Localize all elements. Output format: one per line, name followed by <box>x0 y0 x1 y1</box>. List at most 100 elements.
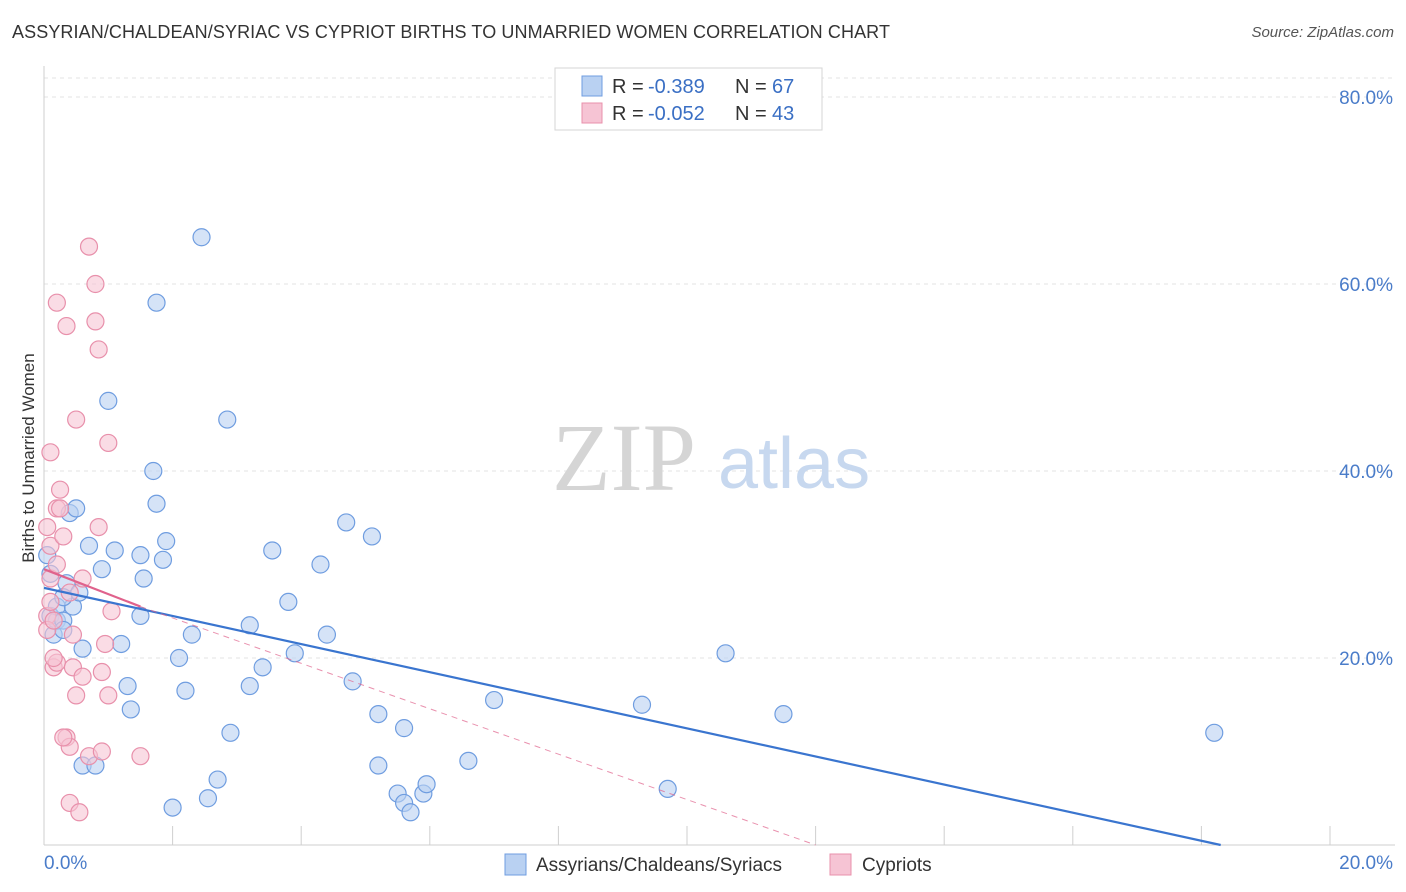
point-assyrian-24 <box>134 569 153 588</box>
point-assyrian-18 <box>105 541 124 560</box>
legend-r-value-1: -0.389 <box>648 76 705 98</box>
point-cypriot-11 <box>50 480 70 499</box>
point-assyrian-53 <box>394 719 414 738</box>
series-legend-label-pink: Cypriots <box>862 855 932 876</box>
legend-r-value-2: -0.052 <box>648 103 705 125</box>
point-assyrian-57 <box>417 775 436 794</box>
point-cypriot-24 <box>73 667 92 686</box>
legend-n-value-1: 67 <box>772 76 794 98</box>
point-cypriot-0 <box>38 517 57 537</box>
y-tick-label-80: 80.0% <box>1339 88 1393 109</box>
point-assyrian-59 <box>485 690 504 710</box>
legend-n-value-2: 43 <box>772 103 794 125</box>
point-cypriot-21 <box>67 410 86 429</box>
grid-layer <box>44 77 1395 659</box>
point-assyrian-38 <box>221 723 240 742</box>
point-assyrian-49 <box>362 527 382 546</box>
point-cypriot-30 <box>89 517 108 537</box>
point-cypriot-3 <box>41 443 60 462</box>
point-assyrian-62 <box>716 644 735 663</box>
point-assyrian-39 <box>240 676 259 696</box>
point-cypriot-27 <box>86 274 105 294</box>
point-assyrian-55 <box>401 803 420 822</box>
point-assyrian-64 <box>1205 723 1224 742</box>
point-cypriot-35 <box>99 433 118 453</box>
point-assyrian-14 <box>79 536 99 555</box>
point-cypriot-28 <box>86 312 105 331</box>
series-legend-swatch-pink <box>829 853 852 876</box>
point-cypriot-36 <box>102 602 121 621</box>
trend-line-assyrian <box>43 586 1221 847</box>
point-cypriot-40 <box>41 592 60 612</box>
series-legend-label-blue: Assyrians/Chaldeans/Syriacs <box>536 855 782 876</box>
watermark-zip: ZIP <box>552 404 696 511</box>
legend-n-label-1: N = <box>735 76 767 98</box>
point-assyrian-50 <box>369 704 388 724</box>
y-tick-label-40: 40.0% <box>1339 462 1393 483</box>
point-assyrian-25 <box>144 461 163 481</box>
watermark-atlas: atlas <box>718 424 870 504</box>
legend-r-label-2: R = <box>612 103 644 125</box>
point-cypriot-7 <box>44 611 63 630</box>
chart-title: ASSYRIAN/CHALDEAN/SYRIAC VS CYPRIOT BIRT… <box>12 22 891 42</box>
point-assyrian-20 <box>118 676 137 696</box>
trend-layer <box>43 568 1221 847</box>
point-cypriot-12 <box>50 499 70 518</box>
point-cypriot-4 <box>41 536 60 555</box>
y-tick-label-20: 20.0% <box>1339 649 1393 670</box>
point-assyrian-13 <box>73 639 92 658</box>
point-assyrian-58 <box>459 751 478 770</box>
point-assyrian-45 <box>311 555 330 574</box>
watermark: ZIP atlas <box>552 404 870 511</box>
point-assyrian-63 <box>774 704 793 724</box>
series-legend-swatch-blue <box>504 853 527 876</box>
point-assyrian-34 <box>192 228 211 247</box>
point-assyrian-17 <box>99 391 118 410</box>
point-assyrian-19 <box>112 634 131 654</box>
point-assyrian-30 <box>163 798 182 817</box>
point-cypriot-10 <box>47 293 66 312</box>
point-assyrian-22 <box>131 546 150 565</box>
y-tick-label-60: 60.0% <box>1339 275 1393 296</box>
point-assyrian-60 <box>632 695 652 714</box>
point-assyrian-10 <box>67 499 86 518</box>
legend-swatch-blue <box>581 75 603 97</box>
point-cypriot-39 <box>54 728 73 747</box>
point-assyrian-33 <box>182 625 201 644</box>
points-layer <box>38 228 1224 822</box>
point-cypriot-38 <box>44 648 63 668</box>
legend-swatch-pink <box>581 102 603 124</box>
point-assyrian-28 <box>153 550 173 569</box>
point-cypriot-34 <box>99 686 118 705</box>
point-assyrian-16 <box>92 560 111 579</box>
x-tick-label-min: 0.0% <box>44 853 87 874</box>
point-assyrian-31 <box>169 648 189 668</box>
point-assyrian-61 <box>658 779 677 799</box>
legend-n-label-2: N = <box>735 103 767 125</box>
point-cypriot-37 <box>131 747 150 766</box>
point-cypriot-31 <box>92 742 111 761</box>
trend-line-cypriot-extension <box>140 606 816 846</box>
point-assyrian-23 <box>131 606 150 626</box>
point-cypriot-13 <box>54 527 73 546</box>
point-assyrian-37 <box>218 410 237 429</box>
point-assyrian-41 <box>253 658 272 677</box>
point-assyrian-36 <box>208 770 227 789</box>
legend-box: R = -0.389 N = 67 R = -0.052 N = 43 <box>554 67 823 131</box>
point-cypriot-15 <box>57 316 76 336</box>
point-assyrian-46 <box>317 625 337 644</box>
y-axis-title: Births to Unmarried Women <box>19 353 38 562</box>
point-cypriot-29 <box>89 340 108 359</box>
point-assyrian-42 <box>263 541 282 560</box>
point-assyrian-21 <box>121 700 140 719</box>
trend-line-cypriot <box>43 568 141 608</box>
point-assyrian-35 <box>198 789 218 808</box>
x-tick-label-max: 20.0% <box>1339 853 1393 874</box>
point-cypriot-32 <box>92 662 111 682</box>
point-assyrian-26 <box>147 494 166 513</box>
point-cypriot-33 <box>95 634 115 654</box>
chart-source: Source: ZipAtlas.com <box>1251 24 1394 41</box>
series-legend: Assyrians/Chaldeans/Syriacs Cypriots <box>504 853 932 876</box>
point-assyrian-29 <box>157 532 176 551</box>
